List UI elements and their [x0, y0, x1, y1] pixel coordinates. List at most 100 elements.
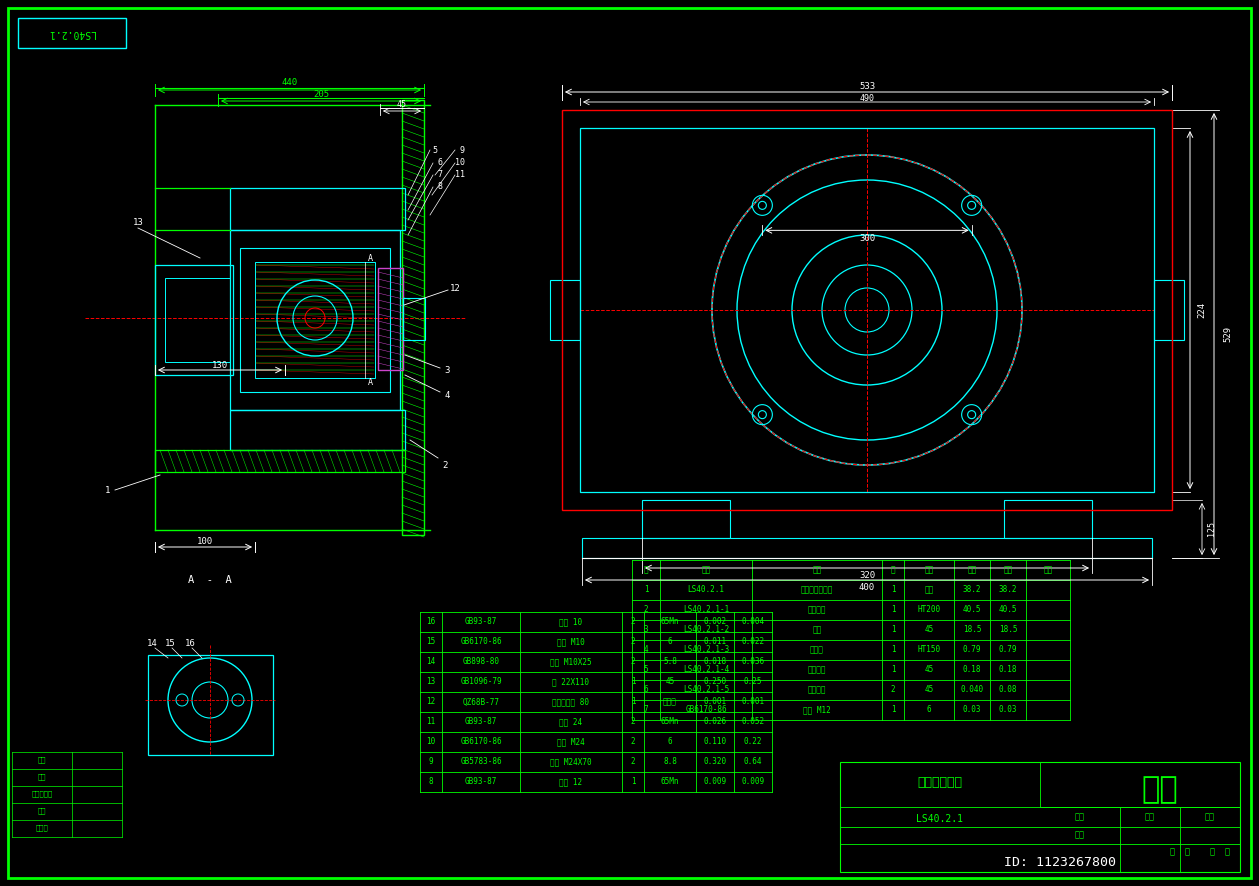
Text: GB93-87: GB93-87 [465, 718, 497, 727]
Text: 45: 45 [665, 678, 675, 687]
Text: 密封盖: 密封盖 [810, 646, 823, 655]
Text: 2: 2 [631, 758, 636, 766]
Bar [240, 248, 390, 392]
Text: 12: 12 [449, 284, 461, 292]
Text: 18.5: 18.5 [963, 626, 981, 634]
Text: 4: 4 [643, 646, 648, 655]
Text: 3: 3 [444, 366, 449, 375]
Text: 0.026: 0.026 [704, 718, 726, 727]
Text: 10: 10 [427, 737, 436, 747]
Text: 5: 5 [643, 665, 648, 674]
Text: 垫圈 24: 垫圈 24 [559, 718, 583, 727]
Text: 2: 2 [631, 718, 636, 727]
Text: 材料: 材料 [924, 565, 934, 574]
Text: 0.25: 0.25 [744, 678, 762, 687]
Text: 6: 6 [643, 686, 648, 695]
Text: 1: 1 [890, 665, 895, 674]
Text: QZ68B-77: QZ68B-77 [462, 697, 500, 706]
Text: 45: 45 [924, 686, 934, 695]
Text: 0.79: 0.79 [963, 646, 981, 655]
Text: 总重: 总重 [1003, 565, 1012, 574]
Text: 1: 1 [890, 646, 895, 655]
Text: 0.004: 0.004 [742, 618, 764, 626]
Text: 5.8: 5.8 [663, 657, 677, 666]
Text: GB6170-86: GB6170-86 [461, 737, 502, 747]
Text: 13: 13 [427, 678, 436, 687]
Bar [402, 100, 424, 535]
Text: 备注: 备注 [1044, 565, 1053, 574]
Bar [155, 450, 405, 472]
Text: LS40.2.1-3: LS40.2.1-3 [682, 646, 729, 655]
Text: 0.040: 0.040 [961, 686, 983, 695]
Text: 骨架密封圈 80: 骨架密封圈 80 [553, 697, 589, 706]
Text: 螺母 M10: 螺母 M10 [558, 638, 585, 647]
Text: 5: 5 [433, 145, 437, 154]
Text: 管轴: 管轴 [812, 626, 822, 634]
Text: LS40.2.1-1: LS40.2.1-1 [682, 605, 729, 615]
Text: 1: 1 [631, 678, 636, 687]
Text: 半轴承: 半轴承 [663, 697, 677, 706]
Text: 529: 529 [1224, 326, 1233, 342]
Text: 1: 1 [890, 605, 895, 615]
Text: GB1096-79: GB1096-79 [461, 678, 502, 687]
Text: 125: 125 [1207, 522, 1216, 537]
Text: 螺母 M12: 螺母 M12 [803, 705, 831, 714]
Bar [230, 188, 405, 230]
Text: 知末: 知末 [1142, 775, 1178, 804]
Text: 15: 15 [427, 638, 436, 647]
Text: 2: 2 [631, 737, 636, 747]
Text: 0.79: 0.79 [998, 646, 1017, 655]
Text: 224: 224 [1197, 302, 1206, 318]
Text: 钢材: 钢材 [924, 586, 934, 595]
Text: 38.2: 38.2 [998, 586, 1017, 595]
Text: 轴端模板: 轴端模板 [808, 605, 826, 615]
Bar [580, 128, 1155, 492]
Text: 0.036: 0.036 [742, 657, 764, 666]
Text: 45: 45 [924, 665, 934, 674]
Text: 标记: 标记 [1075, 812, 1085, 821]
Text: 共  张: 共 张 [1170, 848, 1190, 857]
Text: 2: 2 [631, 638, 636, 647]
Bar [582, 538, 1152, 558]
Text: 0.009: 0.009 [742, 778, 764, 787]
Text: 8: 8 [437, 182, 442, 190]
Text: 0.22: 0.22 [744, 737, 762, 747]
Text: 18.5: 18.5 [998, 626, 1017, 634]
Text: 533: 533 [859, 82, 875, 90]
Text: 13: 13 [132, 217, 144, 227]
Text: 15: 15 [165, 640, 175, 649]
Text: 图样: 图样 [1075, 830, 1085, 840]
Text: LS40.2.1-2: LS40.2.1-2 [682, 626, 729, 634]
Text: 2: 2 [643, 605, 648, 615]
Text: 1: 1 [890, 705, 895, 714]
Text: 名称: 名称 [812, 565, 822, 574]
Text: 螺柱 M10X25: 螺柱 M10X25 [550, 657, 592, 666]
Text: GB6170-86: GB6170-86 [461, 638, 502, 647]
Text: 16: 16 [427, 618, 436, 626]
Text: 1: 1 [106, 486, 111, 494]
Text: 440: 440 [282, 77, 298, 87]
Text: 1: 1 [890, 586, 895, 595]
Text: 1: 1 [890, 626, 895, 634]
Text: 205: 205 [313, 89, 329, 98]
Text: 0.052: 0.052 [742, 718, 764, 727]
Text: 垫圈 10: 垫圈 10 [559, 618, 583, 626]
Bar [550, 280, 580, 340]
Text: 螺栓 M24X70: 螺栓 M24X70 [550, 758, 592, 766]
Text: GB6170-86: GB6170-86 [685, 705, 726, 714]
Text: 年月日: 年月日 [35, 825, 48, 831]
Text: 490: 490 [860, 94, 875, 103]
Text: 单重: 单重 [967, 565, 977, 574]
Text: LS40.2.1: LS40.2.1 [917, 814, 963, 824]
Text: GB93-87: GB93-87 [465, 778, 497, 787]
Bar [1003, 500, 1092, 538]
Text: HT200: HT200 [918, 605, 940, 615]
Text: 第  张: 第 张 [1210, 848, 1230, 857]
Text: 6: 6 [667, 638, 672, 647]
Text: 2: 2 [442, 461, 448, 470]
Text: A: A [368, 377, 373, 386]
Text: 0.18: 0.18 [998, 665, 1017, 674]
Text: 0.18: 0.18 [963, 665, 981, 674]
Text: 65Mn: 65Mn [661, 618, 680, 626]
Bar [403, 298, 426, 340]
